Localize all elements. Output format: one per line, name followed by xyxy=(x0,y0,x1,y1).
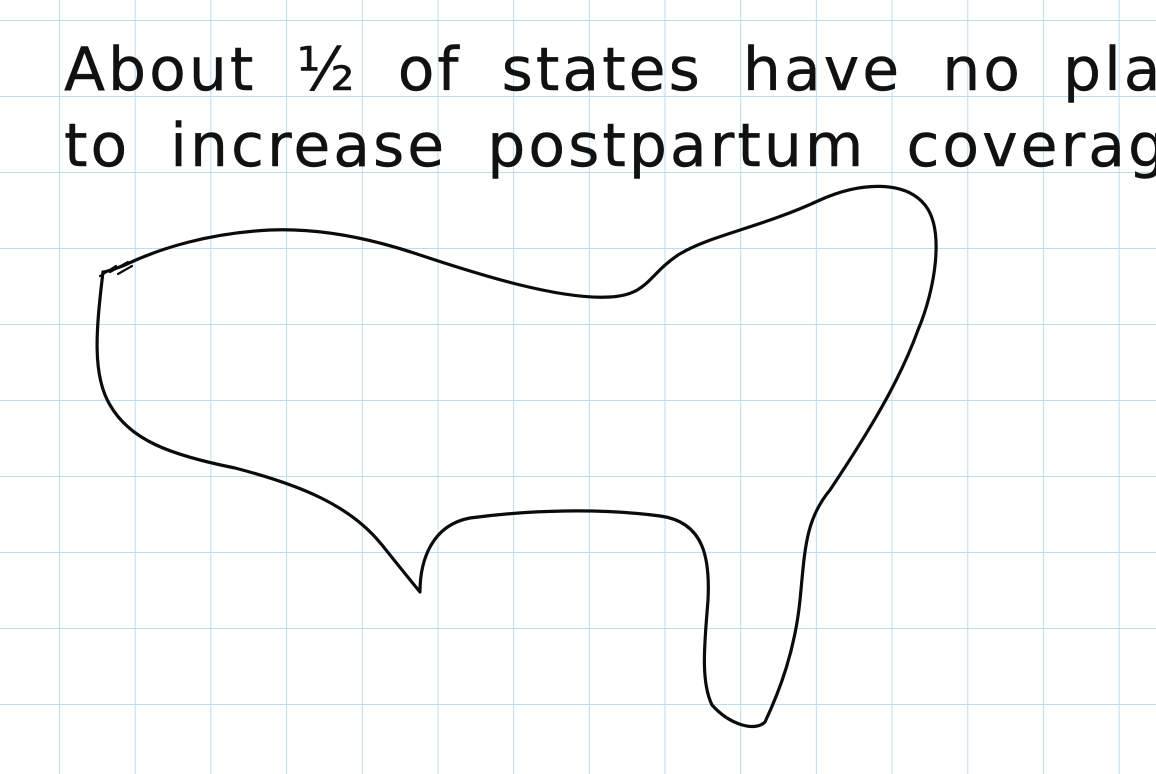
pen-start-scribble xyxy=(98,260,134,278)
note-line-1: About ½ of states have no plans xyxy=(64,35,1156,105)
note-line-2: to increase postpartum coverage xyxy=(64,111,1156,181)
handwritten-note: About ½ of states have no plans to incre… xyxy=(64,32,1156,184)
us-map-outline-stroke xyxy=(95,184,938,729)
